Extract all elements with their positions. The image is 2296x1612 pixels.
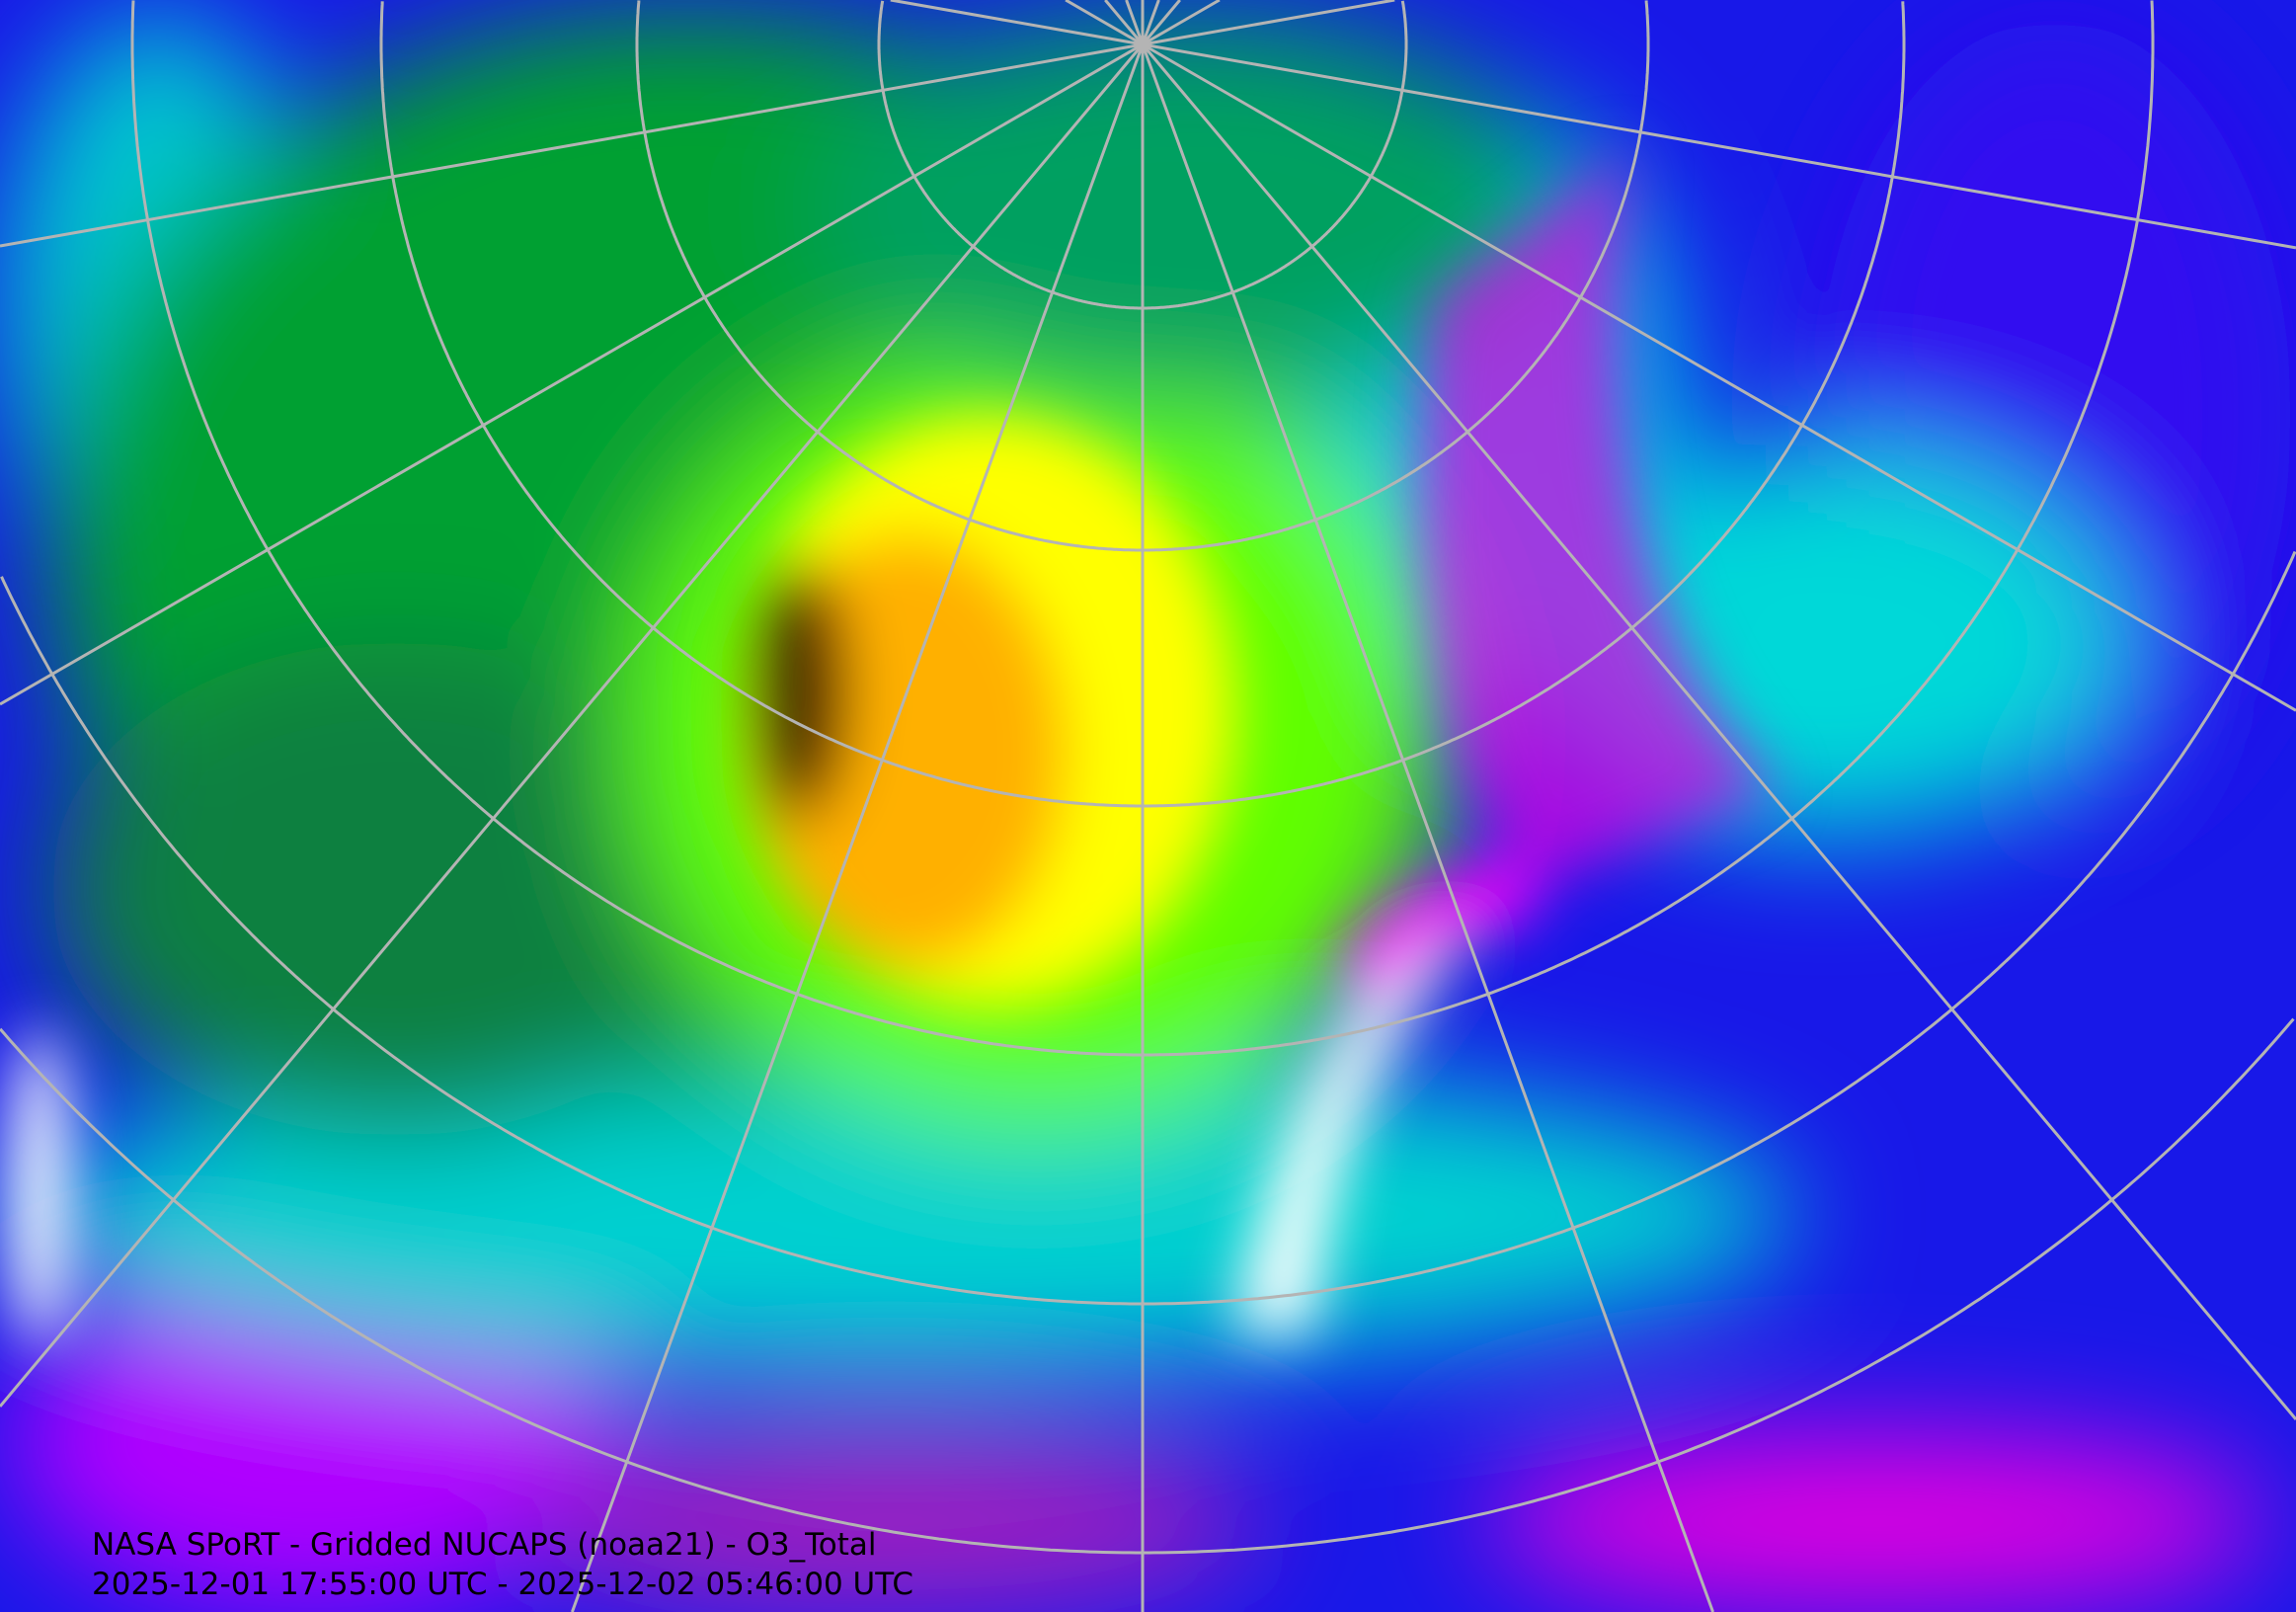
latitude-circle [0, 576, 1143, 1306]
meridian-line [1142, 0, 1221, 46]
latitude-circle [635, 0, 1143, 552]
meridian-line [1141, 43, 2296, 1420]
meridian-line [890, 0, 1144, 46]
latitude-circle [1143, 0, 1650, 552]
latitude-circle [1143, 0, 2155, 1057]
latitude-circle [1143, 1, 1906, 808]
meridian-line [1104, 0, 1145, 45]
meridian-line [0, 42, 1144, 248]
meridian-line [1141, 0, 1181, 45]
latitude-circle [877, 0, 1143, 310]
latitude-circle [0, 1027, 1143, 1555]
latitude-circle [379, 1, 1143, 808]
meridian-line [1142, 42, 2296, 250]
meridian-line [1142, 42, 2296, 712]
meridian-line [1125, 0, 1145, 45]
latitude-circle [130, 0, 1143, 1057]
meridian-line [0, 42, 1144, 706]
latitude-circle [1143, 1017, 2295, 1555]
time-range: 2025-12-01 17:55:00 UTC - 2025-12-02 05:… [92, 1567, 913, 1602]
product-title: NASA SPoRT - Gridded NUCAPS (noaa21) - O… [92, 1527, 877, 1563]
meridian-line [570, 43, 1145, 1612]
meridian-line [1141, 43, 1715, 1612]
latitude-circle [1143, 0, 1408, 310]
meridian-line [1141, 0, 1160, 45]
meridian-line [1142, 0, 1395, 46]
latitude-circle [1143, 550, 2296, 1306]
meridian-line [1065, 0, 1144, 46]
meridian-line [0, 43, 1145, 1408]
